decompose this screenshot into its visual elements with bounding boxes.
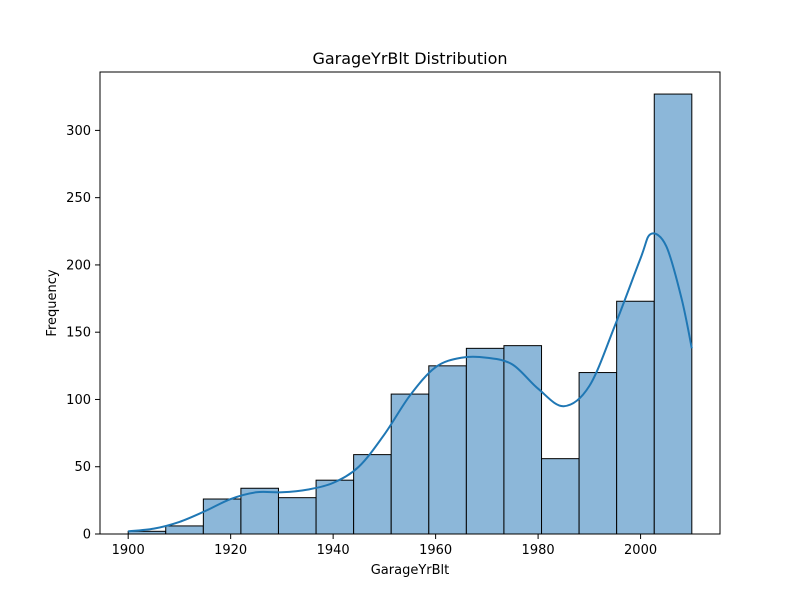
histogram-bar — [165, 525, 204, 535]
chart-title: GarageYrBlt Distribution — [312, 49, 507, 68]
histogram-bar — [428, 365, 467, 535]
x-axis-label: GarageYrBlt — [371, 563, 450, 578]
x-tick-label: 1960 — [419, 543, 452, 558]
histogram-bar — [315, 479, 355, 535]
x-tick-label: 1900 — [112, 543, 145, 558]
x-tick-label: 1920 — [214, 543, 247, 558]
histogram-bar — [653, 93, 693, 535]
y-tick-label: 50 — [74, 460, 91, 475]
y-axis-label: Frequency — [45, 269, 60, 336]
x-tick-label: 1940 — [317, 543, 350, 558]
kde-line — [128, 232, 693, 533]
y-axis-ticks: 0 50 100 150 200 250 300 — [66, 124, 100, 543]
histogram-bar — [616, 300, 655, 535]
y-tick-label: 100 — [66, 393, 91, 408]
y-tick-label: 200 — [66, 258, 91, 273]
y-tick-label: 150 — [66, 326, 91, 341]
histogram-bar — [578, 372, 618, 535]
y-tick-label: 0 — [83, 528, 91, 543]
x-tick-label: 2000 — [624, 543, 657, 558]
y-tick-label: 250 — [66, 191, 91, 206]
x-tick-label: 1980 — [522, 543, 555, 558]
plot-frame — [99, 71, 721, 535]
histogram-bar — [503, 345, 543, 535]
histogram-bar — [277, 497, 317, 535]
histogram-bar — [465, 347, 505, 535]
y-tick-label: 300 — [66, 124, 91, 139]
x-axis-ticks: 1900 1920 1940 1960 1980 2000 — [112, 534, 657, 558]
histogram-bar — [202, 498, 242, 535]
histogram-bar — [541, 458, 580, 535]
bars-group — [127, 93, 693, 535]
